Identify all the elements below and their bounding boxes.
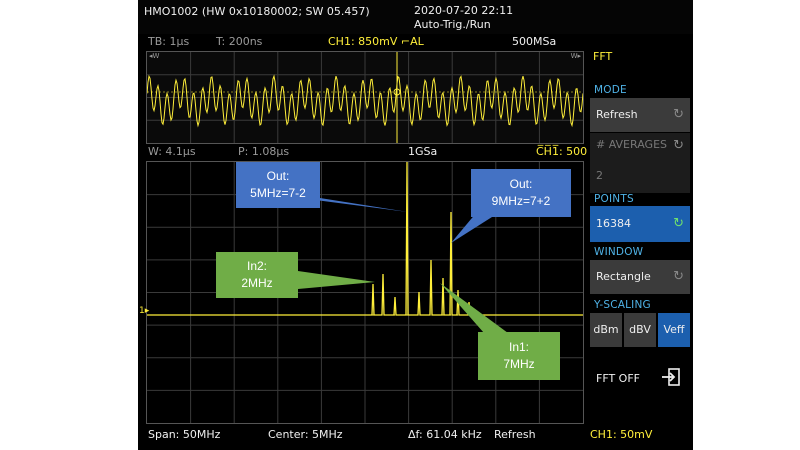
callout-in2-title: In2: [246, 259, 267, 273]
channel-trigger-label[interactable]: CH1: 850mV ⌐AL [328, 35, 424, 48]
timebase-label[interactable]: TB: 1µs [148, 35, 190, 48]
exit-icon [662, 368, 680, 386]
fft-span[interactable]: Span: 50MHz [148, 428, 221, 441]
fft-resolution: Δf: 61.04 kHz [408, 428, 482, 441]
callout-pointer-in2 [298, 271, 375, 289]
trigger-time-label[interactable]: T: 200ns [216, 35, 263, 48]
fft-center[interactable]: Center: 5MHz [268, 428, 343, 441]
callout-out-9mhz: Out: 9MHz=7+2 [471, 169, 571, 217]
rotary-knob-icon: ↻ [673, 138, 684, 153]
callout-out-5mhz-value: 5MHz=7-2 [250, 186, 306, 200]
fft-window-position: P: 1.08µs [238, 145, 290, 158]
rotary-knob-icon: ↻ [673, 269, 684, 284]
fft-off-softkey[interactable]: FFT OFF [590, 358, 692, 394]
time-sample-rate: 500MSa [512, 35, 557, 48]
menu-header-mode: MODE [594, 84, 627, 96]
callout-in1-7mhz: In1: 7MHz [478, 332, 560, 380]
channel-scale[interactable]: CH1: 50mV [590, 428, 653, 441]
callout-out-9mhz-value: 9MHz=7+2 [491, 194, 551, 208]
averages-header: # AVERAGES [596, 138, 667, 151]
points-softkey[interactable]: 16384 ↻ [590, 206, 690, 242]
fft-softkey-menu: MODE Refresh ↻ # AVERAGES ↻ 2 POINTS 163… [590, 48, 693, 398]
fft-sample-rate: 1GSa [408, 145, 438, 158]
fft-off-label: FFT OFF [596, 372, 640, 385]
mode-value: Refresh [596, 108, 638, 121]
averages-softkey[interactable]: # AVERAGES ↻ 2 [590, 133, 690, 193]
averages-value: 2 [596, 169, 603, 182]
time-info-bar: TB: 1µs T: 200ns CH1: 850mV ⌐AL 500MSa [138, 35, 586, 49]
callout-in1-title: In1: [508, 340, 529, 354]
oscilloscope-screen: HMO1002 (HW 0x10180002; SW 05.457) 2020-… [138, 0, 693, 450]
callout-pointer-in1 [440, 283, 508, 333]
window-right-marker: W▸ [570, 52, 581, 60]
yscaling-selector: dBm dBV Veff [590, 313, 692, 347]
callout-in1-value: 7MHz [503, 357, 535, 371]
callout-out-9mhz-title: Out: [509, 177, 533, 191]
callout-in2-value: 2MHz [241, 276, 273, 290]
device-info: HMO1002 (HW 0x10180002; SW 05.457) [144, 5, 370, 18]
callout-out-5mhz-title: Out: [266, 169, 290, 183]
menu-header-yscaling: Y-SCALING [594, 299, 651, 311]
yscaling-option-veff[interactable]: Veff [658, 313, 690, 347]
yscaling-option-dbm[interactable]: dBm [590, 313, 622, 347]
callout-out-5mhz: Out: 5MHz=7-2 [236, 162, 320, 208]
rotary-knob-icon: ↻ [673, 216, 684, 231]
window-softkey[interactable]: Rectangle ↻ [590, 260, 690, 294]
rotary-knob-icon: ↻ [673, 107, 684, 122]
acquisition-mode: Auto-Trig./Run [414, 18, 491, 31]
callout-in2-2mhz: In2: 2MHz [216, 252, 298, 298]
window-value: Rectangle [596, 270, 651, 283]
fft-window-width: W: 4.1µs [148, 145, 196, 158]
points-value: 16384 [596, 217, 631, 230]
mode-softkey[interactable]: Refresh ↻ [590, 98, 690, 132]
time-domain-plot[interactable]: ◂W W▸ [146, 51, 584, 144]
fft-channel-scale[interactable]: C̅H̅1̅: 500 [536, 145, 588, 158]
fft-trace [147, 161, 583, 316]
menu-header-points: POINTS [594, 193, 634, 205]
reference-level-marker: ⁠1▸ [139, 306, 150, 316]
fft-mode-status: Refresh [494, 428, 536, 441]
fft-info-bar: W: 4.1µs P: 1.08µs 1GSa C̅H̅1̅: 500 [138, 145, 588, 159]
status-bar: HMO1002 (HW 0x10180002; SW 05.457) 2020-… [138, 0, 693, 34]
fft-title: FFT [593, 50, 613, 63]
time-domain-waveform [146, 52, 584, 143]
callout-pointer-out1 [300, 198, 408, 212]
menu-header-window: WINDOW [594, 246, 644, 258]
yscaling-option-dbv[interactable]: dBV [624, 313, 656, 347]
datetime: 2020-07-20 22:11 [414, 4, 514, 17]
bottom-status-bar: Span: 50MHz Center: 5MHz Δf: 61.04 kHz R… [138, 425, 693, 450]
window-left-marker: ◂W [149, 52, 160, 60]
